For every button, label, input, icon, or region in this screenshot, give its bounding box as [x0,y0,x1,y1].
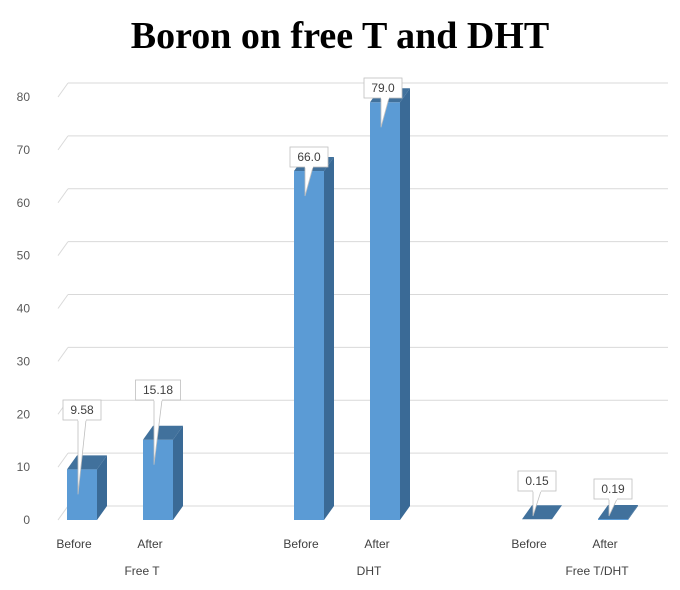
svg-text:15.18: 15.18 [143,383,173,397]
x-group-label: DHT [357,564,382,578]
y-tick-label: 20 [17,407,31,421]
gridline-depth [57,82,69,98]
bar [370,88,410,520]
gridline-depth [57,347,69,362]
gridline-depth [57,294,69,309]
bar [598,504,638,520]
y-tick-label: 80 [17,90,31,104]
y-tick-label: 50 [17,249,31,263]
data-label: 79.0 [363,77,403,128]
x-tick-label: Before [56,537,92,551]
data-labels: 9.58 15.18 66.0 79.0 0.15 0.19 [62,77,633,517]
x-tick-label: After [137,537,162,551]
x-tick-label: After [364,537,389,551]
chart-title: Boron on free T and DHT [130,15,550,57]
y-axis: 0 10 20 30 40 50 60 70 80 [17,90,31,527]
bar [143,425,183,520]
bar [294,157,334,520]
x-tick-label: Before [283,537,319,551]
bar [67,455,107,520]
x-group-label: Free T [124,564,160,578]
data-label: 9.58 [62,399,102,495]
gridline-depth [57,135,69,151]
svg-text:0.15: 0.15 [525,474,549,488]
svg-text:79.0: 79.0 [371,81,395,95]
x-group-label: Free T/DHT [565,564,629,578]
gridline-depth [57,452,69,468]
x-axis: Before After Before After Before After Free T D… [56,537,629,578]
gridline-depth [57,241,69,256]
bar [522,505,562,520]
x-tick-label: After [592,537,617,551]
svg-text:0.19: 0.19 [601,482,625,496]
data-label: 0.15 [517,470,557,517]
gridline-depth [57,505,69,521]
gridline-depth [57,188,69,204]
bars [67,88,638,520]
x-tick-label: Before [511,537,547,551]
y-tick-label: 70 [17,143,31,157]
y-tick-label: 40 [17,302,31,316]
data-label: 15.18 [135,379,181,465]
data-label: 0.19 [593,478,633,517]
y-tick-label: 10 [17,460,31,474]
svg-text:66.0: 66.0 [297,150,321,164]
y-tick-label: 60 [17,196,31,210]
data-label: 66.0 [289,146,329,197]
y-tick-label: 0 [23,513,30,527]
y-tick-label: 30 [17,354,31,368]
gridlines [57,82,668,521]
svg-text:9.58: 9.58 [70,403,94,417]
